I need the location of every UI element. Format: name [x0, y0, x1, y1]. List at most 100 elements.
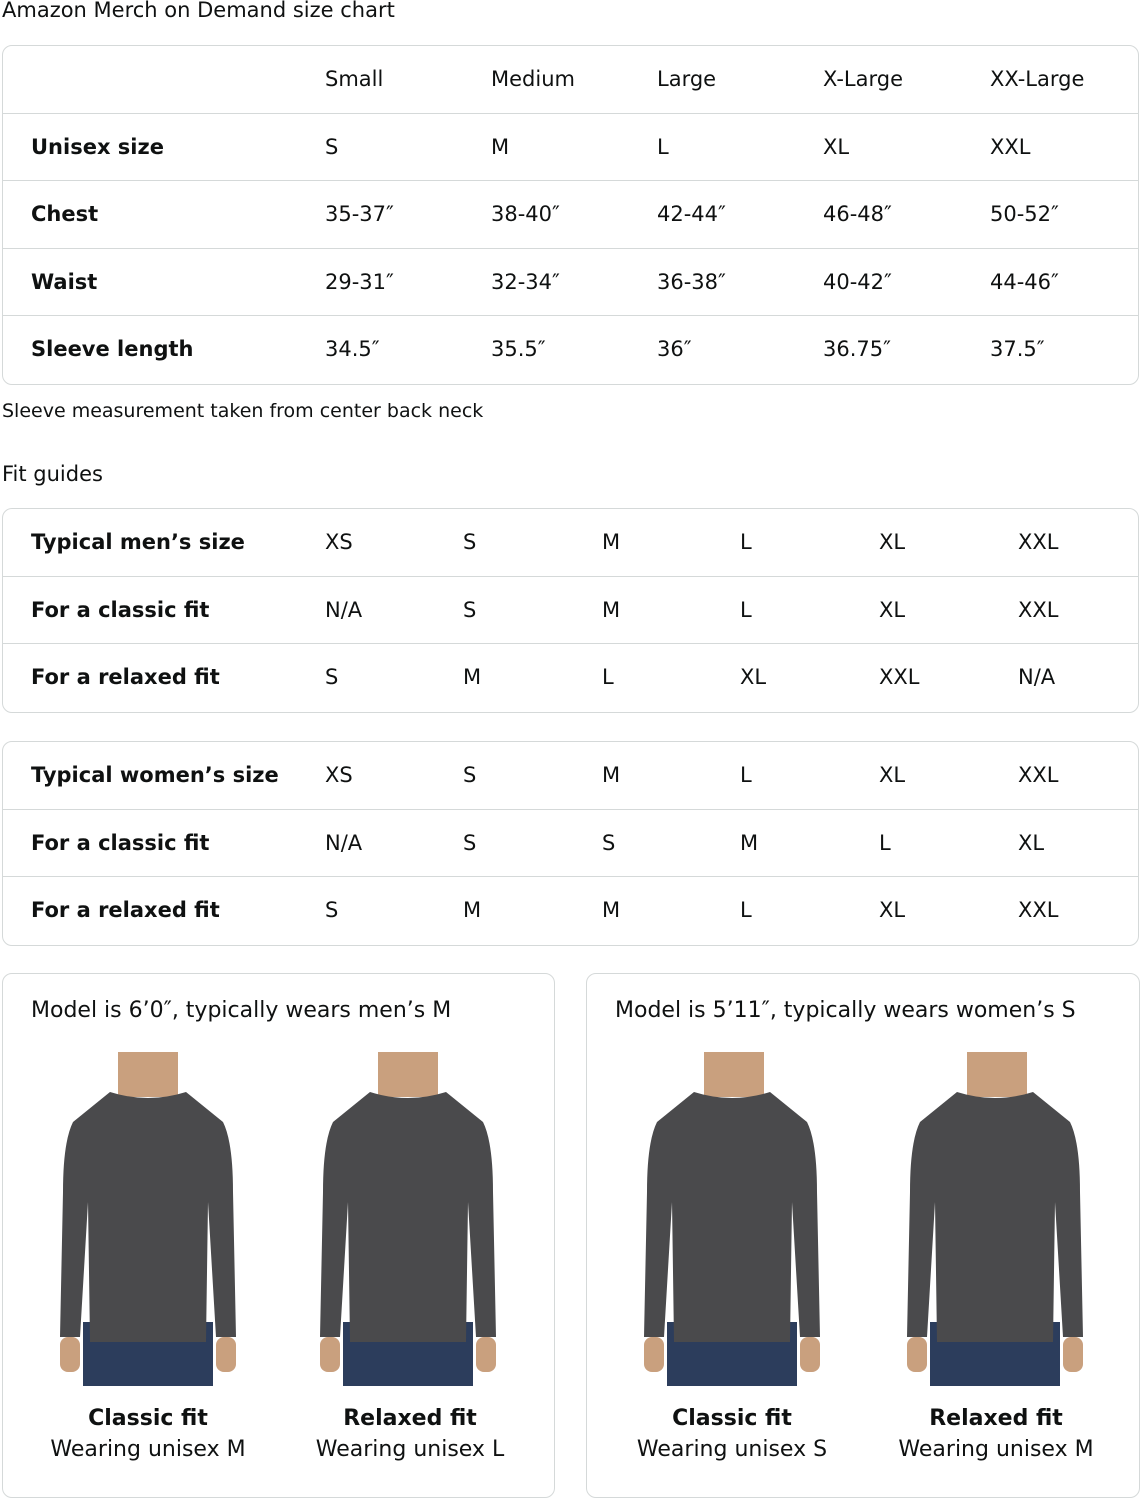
row-label: For a classic fit	[31, 830, 210, 855]
table-row: Unisex size S M L XL XXL	[3, 114, 1138, 181]
womens-fit-table: Typical women’s size XS S M L XL XXL For a clas…	[2, 741, 1139, 946]
table-cell: S	[463, 597, 477, 622]
table-row: For a classic fit N/A S M L XL XXL	[3, 577, 1138, 644]
table-cell: 46-48″	[823, 202, 892, 226]
model-shirt-illustration	[907, 1052, 1083, 1386]
model-heading: Model is 5’11″, typically wears women’s …	[615, 998, 1076, 1023]
table-cell: 36.75″	[823, 337, 891, 361]
model-shirt-illustration	[60, 1052, 236, 1386]
table-row: Typical women’s size XS S M L XL XXL	[3, 742, 1138, 810]
table-header-row: Small Medium Large X-Large XX-Large	[3, 46, 1138, 114]
page-title: Amazon Merch on Demand size chart	[2, 0, 395, 22]
model-photo-relaxed	[308, 1052, 508, 1386]
row-label: Typical women’s size	[31, 763, 279, 787]
fit-caption: Classic fit Wearing unisex M	[13, 1406, 283, 1462]
fit-title: Relaxed fit	[343, 1406, 477, 1431]
table-cell: N/A	[325, 597, 363, 622]
table-cell: M	[602, 530, 621, 554]
table-cell: 36-38″	[657, 269, 726, 294]
fit-title: Relaxed fit	[929, 1406, 1063, 1431]
table-cell: M	[463, 898, 482, 922]
table-cell: 29-31″	[325, 269, 394, 294]
mens-fit-table: Typical men’s size XS S M L XL XXL For a classi…	[2, 508, 1139, 713]
model-photo-classic	[632, 1052, 832, 1386]
table-row: Chest 35-37″ 38-40″ 42-44″ 46-48″ 50-52″	[3, 181, 1138, 249]
table-cell: 40-42″	[823, 269, 892, 294]
row-label: For a relaxed fit	[31, 898, 220, 922]
table-row: Waist 29-31″ 32-34″ 36-38″ 40-42″ 44-46″	[3, 249, 1138, 316]
table-cell: 32-34″	[491, 269, 560, 294]
table-cell: XXL	[1018, 530, 1059, 554]
table-cell: N/A	[325, 830, 363, 855]
table-cell: XS	[325, 530, 353, 554]
table-cell: XL	[879, 898, 906, 922]
table-cell: XXL	[1018, 898, 1059, 922]
table-row: Typical men’s size XS S M L XL XXL	[3, 509, 1138, 577]
fit-caption: Classic fit Wearing unisex S	[597, 1406, 867, 1462]
model-photo-relaxed	[895, 1052, 1095, 1386]
table-cell: S	[325, 898, 339, 922]
table-cell: M	[602, 763, 621, 787]
table-cell: X-Large	[823, 67, 904, 91]
table-cell: 34.5″	[325, 337, 380, 361]
table-cell: XXL	[1018, 597, 1059, 622]
table-cell: M	[602, 898, 621, 922]
sleeve-note: Sleeve measurement taken from center bac…	[2, 400, 484, 422]
table-cell: S	[463, 830, 477, 855]
table-cell: XL	[1018, 830, 1045, 855]
model-card-men: Model is 6’0″, typically wears men’s M C…	[2, 973, 555, 1498]
fit-guides-title: Fit guides	[2, 462, 103, 486]
table-cell: Medium	[491, 67, 575, 91]
row-label: Waist	[31, 269, 98, 294]
table-cell: XL	[740, 665, 767, 689]
model-photo-classic	[48, 1052, 248, 1386]
table-cell: S	[325, 134, 339, 159]
fit-subtitle: Wearing unisex M	[898, 1437, 1094, 1462]
table-cell: L	[657, 134, 669, 159]
table-cell: M	[740, 830, 759, 855]
table-cell: M	[602, 597, 621, 622]
table-cell: 50-52″	[990, 202, 1059, 226]
table-cell: S	[325, 665, 339, 689]
model-shirt-illustration	[644, 1052, 820, 1386]
table-cell: 36″	[657, 337, 692, 361]
model-card-women: Model is 5’11″, typically wears women’s …	[586, 973, 1140, 1498]
table-cell: Large	[657, 67, 717, 91]
table-cell: N/A	[1018, 665, 1056, 689]
model-shirt-illustration	[320, 1052, 496, 1386]
row-label: For a classic fit	[31, 597, 210, 622]
table-row: For a relaxed fit S M L XL XXL N/A	[3, 644, 1138, 712]
table-cell: L	[602, 665, 614, 689]
table-cell: 44-46″	[990, 269, 1059, 294]
table-cell: XX-Large	[990, 67, 1085, 91]
fit-title: Classic fit	[88, 1406, 208, 1431]
table-cell: Small	[325, 67, 384, 91]
table-cell: 35.5″	[491, 337, 546, 361]
row-label: Sleeve length	[31, 337, 194, 361]
table-row: For a classic fit N/A S S M L XL	[3, 810, 1138, 877]
table-row: For a relaxed fit S M M L XL XXL	[3, 877, 1138, 945]
table-cell: L	[740, 597, 752, 622]
table-cell: L	[879, 830, 891, 855]
table-cell: XL	[879, 530, 906, 554]
row-label: Typical men’s size	[31, 530, 245, 554]
table-cell: L	[740, 763, 752, 787]
fit-title: Classic fit	[672, 1406, 792, 1431]
row-label: Unisex size	[31, 134, 164, 159]
table-cell: XL	[879, 763, 906, 787]
model-heading: Model is 6’0″, typically wears men’s M	[31, 998, 452, 1023]
table-cell: XXL	[879, 665, 920, 689]
table-cell: XS	[325, 763, 353, 787]
size-chart-table: Small Medium Large X-Large XX-Large Unisex si…	[2, 45, 1139, 385]
table-cell: S	[463, 530, 477, 554]
table-cell: L	[740, 898, 752, 922]
fit-subtitle: Wearing unisex L	[315, 1437, 505, 1462]
table-cell: XL	[879, 597, 906, 622]
table-cell: 35-37″	[325, 202, 394, 226]
table-cell: XXL	[1018, 763, 1059, 787]
table-row: Sleeve length 34.5″ 35.5″ 36″ 36.75″ 37.5″	[3, 316, 1138, 384]
table-cell: XL	[823, 134, 850, 159]
table-cell: 37.5″	[990, 337, 1045, 361]
table-cell: 42-44″	[657, 202, 726, 226]
fit-subtitle: Wearing unisex S	[636, 1437, 828, 1462]
